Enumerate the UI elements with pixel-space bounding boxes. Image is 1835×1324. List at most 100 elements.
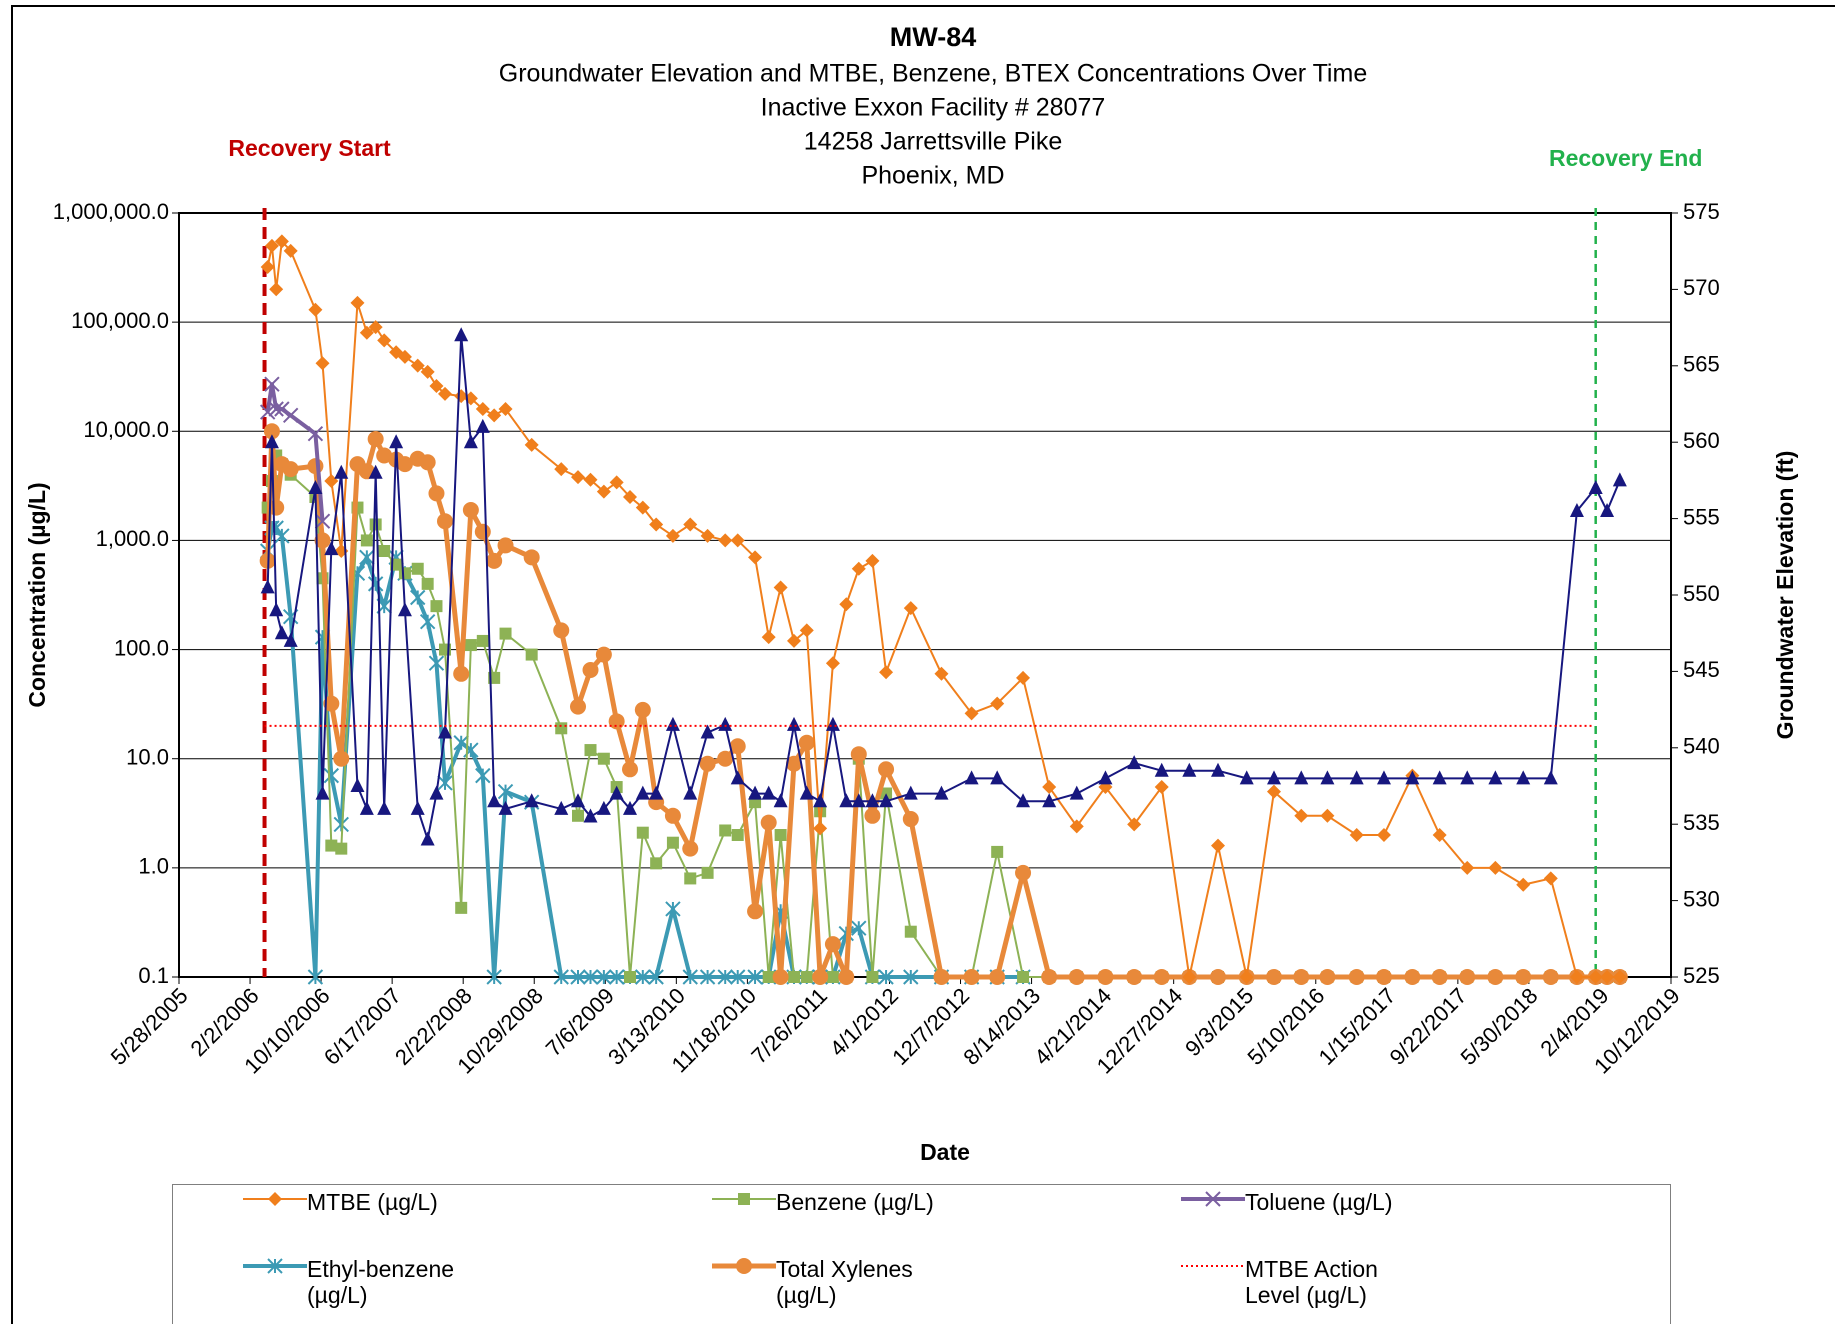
marker [772,969,789,985]
marker [1266,784,1281,799]
marker [360,534,373,547]
point [377,333,392,348]
point [263,423,280,440]
marker [1068,969,1085,985]
point [410,800,425,815]
marker [635,500,650,515]
marker [664,807,681,824]
marker [1349,770,1364,785]
marker [1154,762,1169,777]
marker [475,418,490,433]
marker [1015,864,1032,881]
point [1569,502,1584,517]
marker [747,969,763,985]
marker [453,735,469,751]
point [1294,808,1309,823]
point [308,302,323,317]
point [1376,770,1391,785]
point [475,402,490,417]
point [350,778,365,792]
marker [1376,828,1391,843]
point [368,464,383,479]
annotation: Recovery Start [228,135,391,161]
marker [260,260,275,275]
point [1515,969,1532,985]
point [411,562,424,575]
point [486,969,502,985]
marker [429,785,444,800]
marker [1016,670,1031,685]
point [269,602,284,617]
marker [367,576,384,592]
point [429,378,444,393]
point [475,418,490,433]
marker [1182,970,1197,984]
point [747,969,763,985]
point [368,320,383,335]
point [786,716,801,731]
marker [1097,969,1114,985]
point [455,901,468,914]
subtitle: Inactive Exxon Facility # 28077 [761,94,1106,122]
legend-label: Total Xylenes (µg/L) [776,1256,913,1308]
point [315,356,330,371]
legend-entry: MTBE (µg/L) [243,1189,712,1250]
marker [369,518,382,531]
marker [428,655,445,671]
marker [268,401,284,417]
point [1153,969,1170,985]
point [650,857,663,870]
marker [989,969,1006,985]
marker [699,969,716,985]
marker [314,513,331,529]
marker [1488,860,1503,875]
marker [1293,969,1310,985]
marker [718,716,733,731]
marker [730,969,746,985]
point [333,750,350,767]
point [772,969,789,985]
point [475,767,491,784]
point [738,1193,750,1205]
point [991,845,1004,858]
point [274,401,290,417]
point [583,472,598,487]
marker [609,785,624,800]
marker [718,533,733,548]
chart-title: MW-84 [890,22,976,52]
point [1542,969,1559,985]
point [649,517,664,532]
marker [991,845,1004,858]
marker [761,630,776,645]
marker [307,458,324,475]
point [729,738,746,755]
marker [429,378,444,393]
point [1600,970,1615,984]
marker [334,464,349,479]
point [812,969,829,985]
marker [1459,969,1476,985]
marker [497,783,514,800]
y2-tick-label: 575 [1683,199,1720,224]
marker [748,550,763,565]
marker [1569,970,1584,984]
point [367,576,384,592]
point [717,969,733,985]
point [934,785,949,800]
marker [1432,828,1447,843]
marker [1239,970,1254,984]
marker [903,969,919,985]
legend-swatch [712,1193,776,1205]
marker [359,549,375,566]
marker [1612,970,1627,984]
point [773,793,788,808]
marker [1431,969,1448,985]
marker [335,842,348,855]
point [596,484,611,499]
marker [1042,793,1057,808]
point [462,502,479,519]
marker [474,523,491,540]
marker [904,925,917,938]
marker [498,402,513,417]
marker [701,866,714,879]
